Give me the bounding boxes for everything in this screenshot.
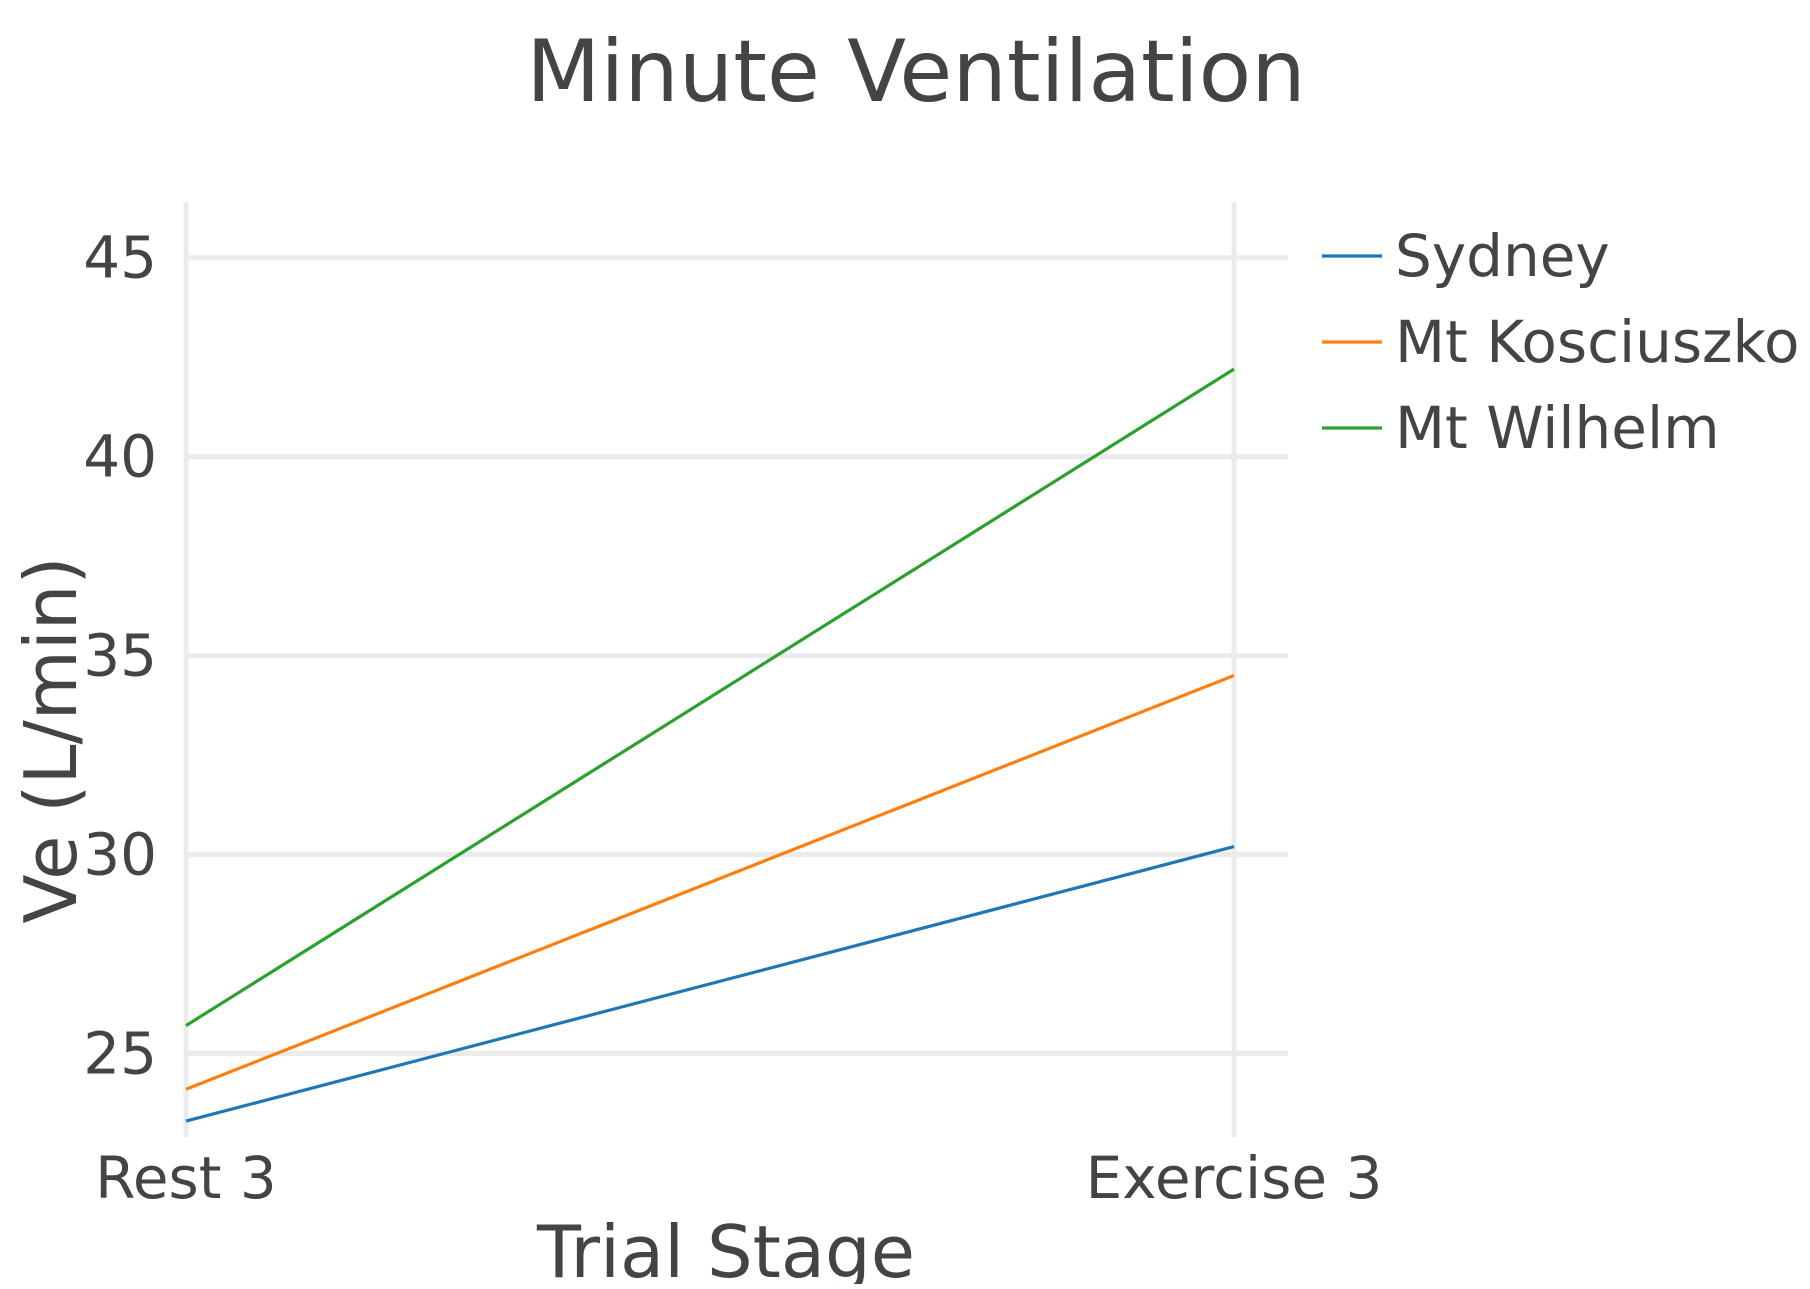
x-tick-label: Rest 3 <box>95 1144 277 1212</box>
y-tick-label: 30 <box>83 821 157 889</box>
series-line-mt-kosciuszko <box>185 674 1235 1091</box>
x-axis-title: Trial Stage <box>536 1210 915 1284</box>
y-axis-ticks: 25 30 35 40 45 <box>83 224 157 1088</box>
x-tick-label: Exercise 3 <box>1086 1144 1383 1212</box>
y-axis-title: Ve (L/min) <box>9 556 93 923</box>
series-line-sydney <box>185 845 1235 1123</box>
legend-item-mt-wilhelm[interactable]: Mt Wilhelm <box>1322 394 1720 462</box>
legend-item-sydney[interactable]: Sydney <box>1322 222 1610 290</box>
chart-title: Minute Ventilation <box>526 22 1306 122</box>
legend-label: Mt Kosciuszko <box>1395 308 1800 376</box>
legend-item-mt-kosciuszko[interactable]: Mt Kosciuszko <box>1322 308 1800 376</box>
y-tick-label: 45 <box>83 224 157 292</box>
x-axis-ticks: Rest 3 Exercise 3 <box>95 1144 1382 1212</box>
y-tick-label: 35 <box>83 622 157 690</box>
legend[interactable]: Sydney Mt Kosciuszko Mt Wilhelm <box>1322 222 1800 462</box>
series-line-mt-wilhelm <box>185 367 1235 1027</box>
series-lines <box>185 367 1235 1123</box>
legend-label: Mt Wilhelm <box>1395 394 1720 462</box>
y-tick-label: 40 <box>83 423 157 491</box>
y-tick-label: 25 <box>83 1019 157 1087</box>
gridlines <box>183 202 1288 1137</box>
legend-label: Sydney <box>1395 222 1610 290</box>
